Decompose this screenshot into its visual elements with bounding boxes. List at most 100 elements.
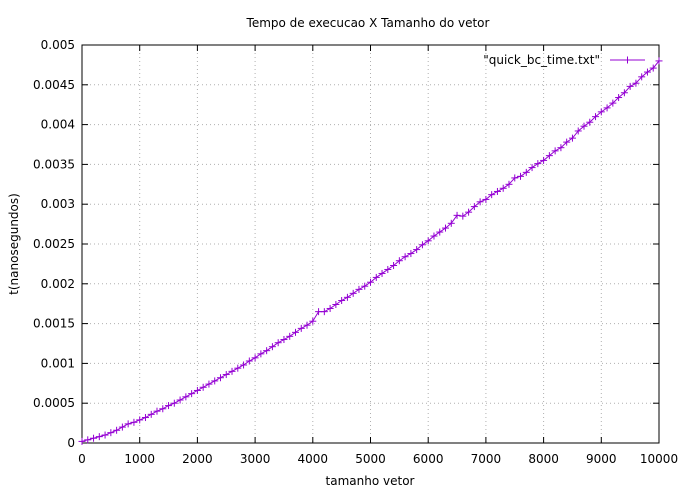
data-point	[193, 386, 201, 394]
y-tick-label: 0.0035	[33, 157, 75, 171]
data-point	[413, 246, 421, 254]
y-tick-label: 0.005	[41, 38, 75, 52]
data-point	[286, 332, 294, 340]
data-point	[372, 273, 380, 281]
x-tick-label: 3000	[240, 452, 271, 466]
data-point	[465, 208, 473, 216]
y-tick-label: 0.001	[41, 356, 75, 370]
data-point	[482, 195, 490, 203]
data-point	[101, 431, 109, 439]
y-tick-label: 0.0015	[33, 317, 75, 331]
data-point	[470, 203, 478, 211]
data-point	[545, 152, 553, 160]
data-point	[557, 144, 565, 152]
y-tick-label: 0.0045	[33, 78, 75, 92]
data-point	[320, 308, 328, 316]
x-axis-label: tamanho vetor	[326, 474, 415, 488]
data-point	[95, 433, 103, 441]
data-point	[130, 418, 138, 426]
data-point	[141, 414, 149, 422]
data-point	[401, 253, 409, 261]
data-point	[170, 399, 178, 407]
ticks-layer: 0 1000 2000 3000 4000 5000 6000 7000 8000 9000 100…	[33, 38, 678, 466]
data-point	[309, 317, 317, 325]
data-point	[222, 371, 230, 379]
data-point	[442, 224, 450, 232]
data-point	[511, 174, 519, 182]
data-point	[592, 113, 600, 121]
x-tick-label: 6000	[413, 452, 444, 466]
data-point	[136, 416, 144, 424]
y-tick-label: 0.003	[41, 197, 75, 211]
data-point	[551, 147, 559, 155]
data-point	[476, 198, 484, 206]
data-point	[188, 390, 196, 398]
data-point	[165, 402, 173, 410]
data-point	[268, 343, 276, 351]
data-point	[78, 437, 86, 445]
data-point	[563, 138, 571, 146]
data-point	[488, 191, 496, 199]
x-tick-label: 9000	[586, 452, 617, 466]
data-point	[568, 134, 576, 142]
data-point	[499, 184, 507, 192]
data-point	[251, 354, 259, 362]
data-point	[586, 118, 594, 126]
data-point	[632, 79, 640, 87]
data-point	[407, 250, 415, 258]
data-point	[493, 187, 501, 195]
y-tick-label: 0.002	[41, 277, 75, 291]
data-point	[257, 350, 265, 358]
data-point	[505, 180, 513, 188]
data-point	[436, 228, 444, 236]
data-point	[528, 164, 536, 172]
data-point	[280, 336, 288, 344]
data-point	[384, 265, 392, 273]
data-point	[263, 347, 271, 355]
data-point	[534, 160, 542, 168]
data-point	[211, 377, 219, 385]
legend-entry-label: "quick_bc_time.txt"	[483, 53, 600, 67]
data-point	[349, 289, 357, 297]
data-point	[355, 285, 363, 293]
data-point	[216, 374, 224, 382]
data-point	[367, 278, 374, 286]
data-point	[517, 172, 525, 180]
y-tick-label: 0.0005	[33, 396, 75, 410]
data-point	[291, 328, 299, 336]
grid-layer	[82, 45, 659, 443]
data-point	[84, 436, 92, 444]
data-point	[113, 426, 121, 434]
data-point	[378, 269, 386, 277]
x-tick-label: 8000	[528, 452, 559, 466]
data-point	[205, 380, 213, 388]
x-tick-label: 4000	[298, 452, 329, 466]
data-point	[332, 300, 340, 308]
data-point	[153, 407, 161, 415]
x-tick-label: 2000	[182, 452, 213, 466]
data-point	[147, 410, 155, 418]
legend: "quick_bc_time.txt"	[483, 53, 645, 67]
y-axis-label: t(nanosegundos)	[7, 193, 21, 295]
data-point	[343, 293, 351, 301]
data-point	[649, 64, 657, 72]
data-point	[199, 383, 207, 391]
data-point	[620, 89, 628, 97]
data-point	[638, 73, 646, 81]
data-point	[453, 211, 461, 219]
chart-title: Tempo de execucao X Tamanho do vetor	[246, 16, 490, 30]
data-point	[228, 367, 236, 375]
data-point	[643, 68, 651, 76]
data-point	[297, 324, 305, 332]
data-point	[430, 232, 438, 240]
y-tick-label: 0.004	[41, 118, 75, 132]
data-point	[303, 321, 311, 329]
data-point	[338, 297, 346, 305]
data-point	[626, 82, 634, 90]
y-tick-label: 0.0025	[33, 237, 75, 251]
data-point	[609, 99, 617, 107]
y-tick-label: 0	[67, 436, 75, 450]
data-point	[176, 396, 184, 404]
data-point	[580, 122, 588, 130]
data-point	[390, 261, 398, 269]
